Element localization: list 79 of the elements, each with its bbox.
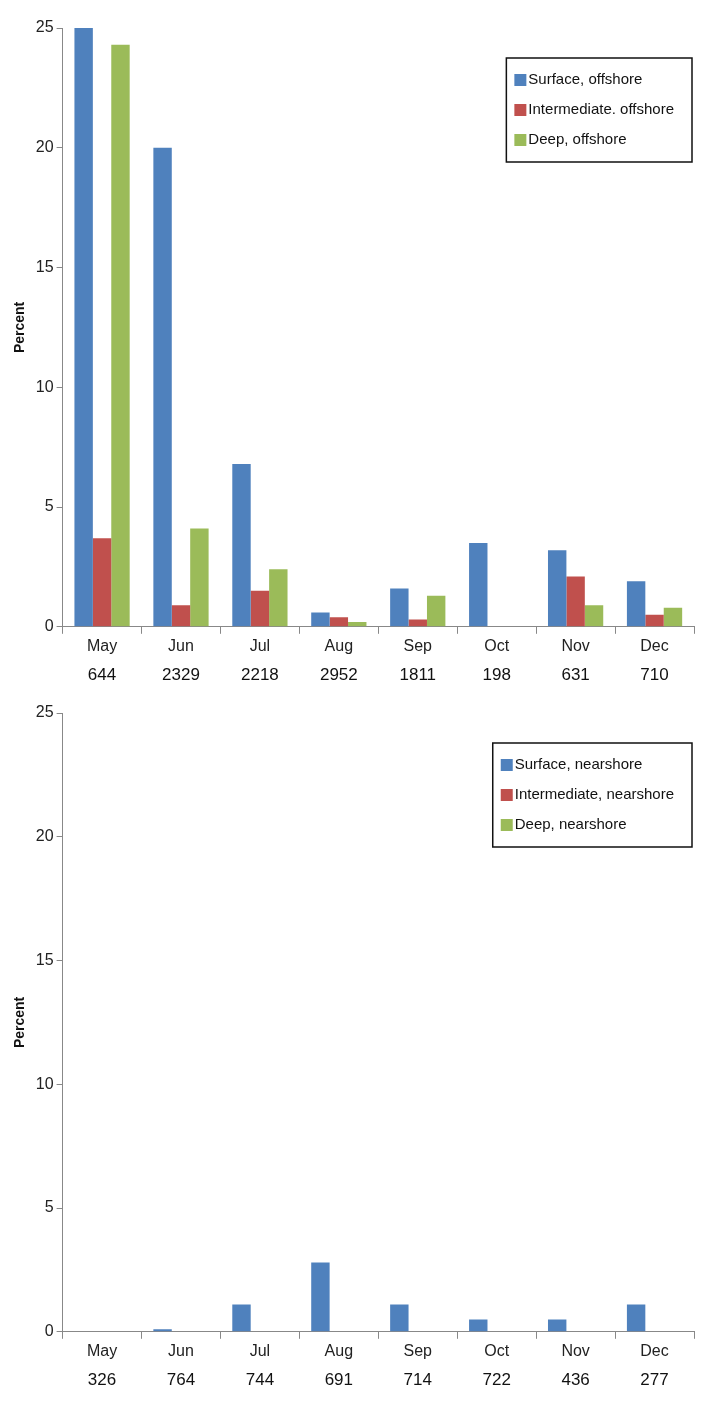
text: 631	[561, 665, 590, 685]
bar	[153, 147, 172, 627]
x-tick-label: Aug	[324, 1341, 354, 1359]
x-tick-label: Sep	[403, 1341, 433, 1359]
text: 2218	[241, 665, 279, 685]
x-tick-label: Jul	[249, 1341, 271, 1359]
y-tick-label: 20	[35, 138, 54, 156]
legend-label: Deep, nearshore	[514, 815, 627, 833]
x-tick-label: Jul	[249, 636, 271, 654]
x-tick-label: May	[86, 1341, 118, 1359]
x-tick-label: Aug	[324, 636, 354, 654]
text: 198	[482, 665, 511, 685]
y-tick-label: 0	[44, 617, 54, 635]
bar	[171, 605, 191, 627]
text: 644	[87, 665, 117, 685]
y-tick-label: 5	[44, 497, 54, 515]
y-tick-label: 0	[44, 1322, 54, 1340]
legend-label: Surface, nearshore	[514, 755, 643, 773]
x-tick-label: Sep	[403, 636, 433, 654]
bar	[390, 588, 409, 627]
bar	[92, 538, 112, 627]
bar	[426, 595, 446, 627]
bar	[74, 28, 93, 627]
text: 764	[166, 1370, 196, 1390]
bar	[232, 463, 251, 627]
text: 2952	[319, 665, 358, 685]
bar	[469, 1319, 488, 1332]
text: 722	[482, 1370, 511, 1390]
text: 714	[403, 1370, 432, 1390]
legend-label: Intermediate. offshore	[528, 100, 675, 118]
x-tick-label: Dec	[640, 1341, 669, 1359]
y-tick-label: 25	[35, 703, 54, 721]
text: 277	[640, 1370, 669, 1390]
x-tick-label: May	[86, 636, 118, 654]
bar	[250, 590, 270, 627]
bar	[190, 528, 209, 627]
text: 744	[245, 1370, 275, 1390]
bar	[566, 576, 585, 627]
legend-label: Deep, offshore	[528, 130, 627, 148]
legend-label: Surface, offshore	[528, 70, 643, 88]
bar	[390, 1304, 409, 1332]
x-tick-label: Nov	[561, 1341, 590, 1359]
bar	[547, 550, 567, 627]
bar	[348, 622, 367, 627]
text: 2329	[162, 665, 200, 685]
bar	[311, 612, 330, 627]
x-tick-label: Jun	[168, 1341, 194, 1359]
bar	[111, 44, 130, 627]
y-tick-label: 15	[35, 257, 54, 275]
bar	[584, 605, 604, 627]
text: 1811	[399, 665, 437, 685]
text: 691	[324, 1370, 354, 1390]
bar	[269, 569, 288, 627]
y-tick-label: 10	[35, 377, 54, 395]
bar	[626, 1304, 646, 1332]
x-tick-label: Jun	[168, 636, 194, 654]
bar	[645, 614, 664, 627]
legend-label: Intermediate, nearshore	[514, 785, 675, 803]
y-tick-label: 10	[35, 1074, 54, 1092]
x-tick-label: Dec	[640, 636, 669, 654]
bar	[329, 617, 349, 627]
bar	[311, 1262, 330, 1332]
y-tick-label: 5	[44, 1198, 54, 1216]
x-tick-label: Nov	[561, 636, 590, 654]
bar	[663, 607, 683, 627]
bar	[547, 1319, 567, 1332]
bar	[469, 542, 488, 627]
text: 436	[561, 1370, 590, 1390]
x-tick-label: Oct	[484, 636, 510, 654]
bar	[626, 581, 646, 627]
x-tick-label: Oct	[484, 1341, 510, 1359]
y-axis-title: Percent	[11, 301, 28, 354]
text: 710	[640, 665, 669, 685]
y-tick-label: 15	[35, 950, 54, 968]
y-tick-label: 20	[35, 827, 54, 845]
y-axis-title: Percent	[11, 996, 28, 1049]
y-tick-label: 25	[35, 18, 54, 36]
bar	[232, 1304, 251, 1332]
text: 326	[87, 1370, 117, 1390]
